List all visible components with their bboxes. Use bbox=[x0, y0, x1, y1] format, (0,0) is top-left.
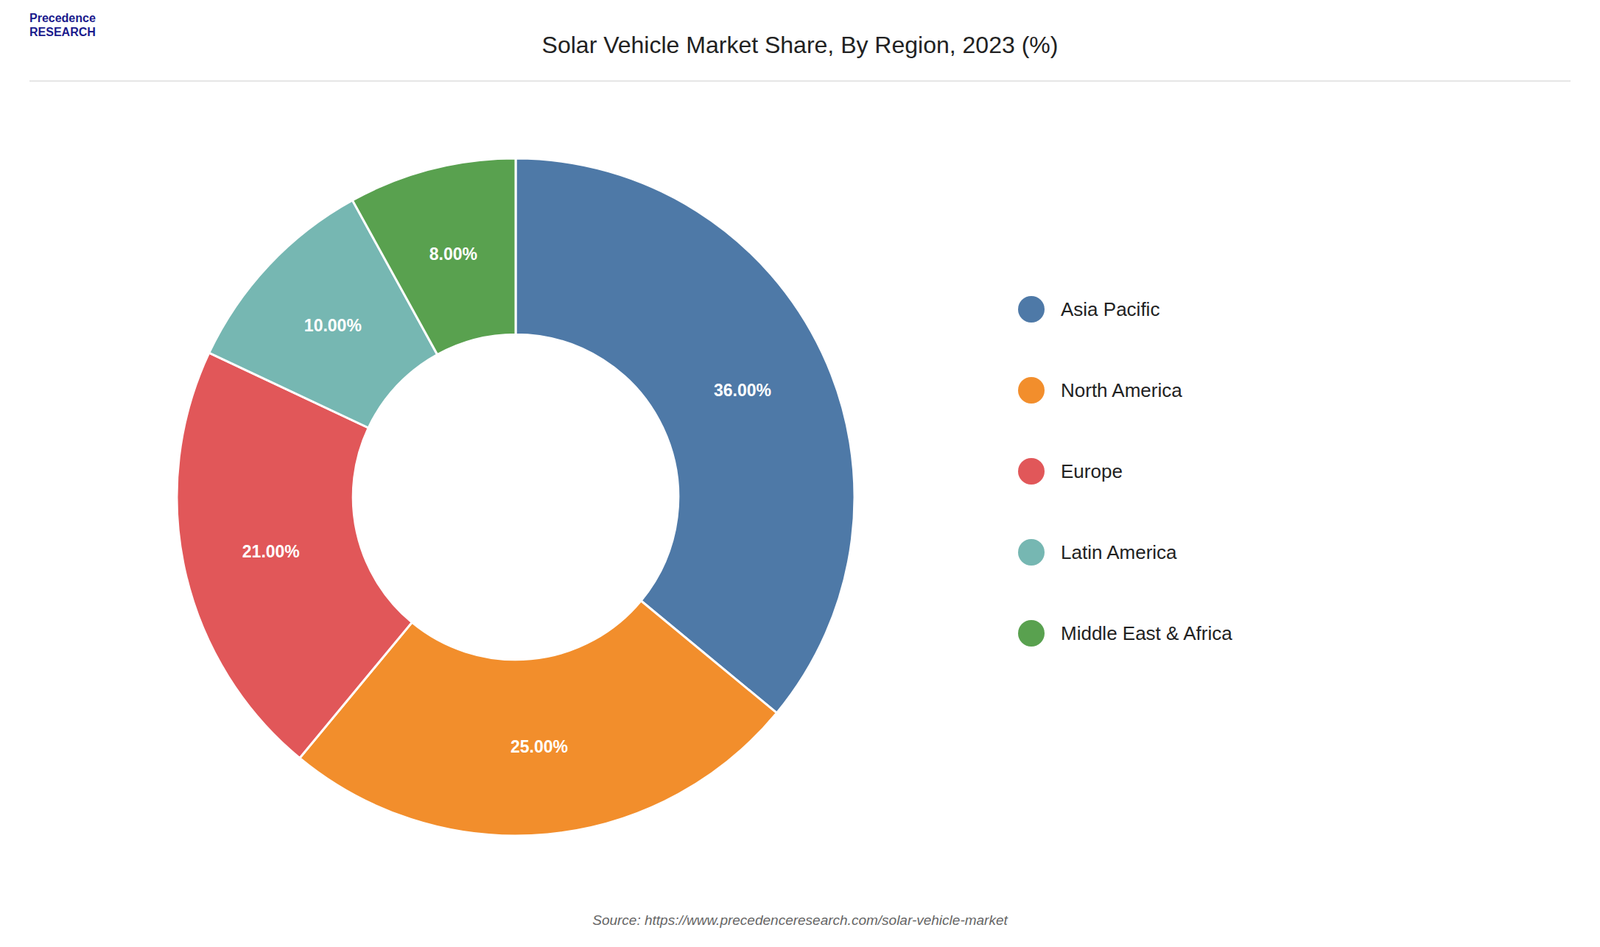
data-label: 21.00% bbox=[242, 542, 300, 562]
legend-item: North America bbox=[1018, 377, 1183, 404]
logo-line: Precedence bbox=[29, 11, 96, 25]
pie: 36.00% 25.00% 21.00% 10.00% 8.00% bbox=[176, 158, 855, 837]
data-label: 36.00% bbox=[713, 380, 772, 400]
legend-item: Europe bbox=[1018, 458, 1123, 485]
legend-label: North America bbox=[1060, 379, 1183, 402]
slice bbox=[515, 158, 855, 714]
title: Solar Vehicle Market Share, By Region, 2… bbox=[542, 31, 1059, 59]
legend-item: Middle East & Africa bbox=[1018, 620, 1233, 647]
data-label: 8.00% bbox=[429, 244, 478, 264]
legend-label: Middle East & Africa bbox=[1060, 622, 1233, 645]
legend: Asia Pacific North America Europe Latin Ame… bbox=[1018, 296, 1233, 647]
slices bbox=[176, 158, 855, 837]
legend-label: Europe bbox=[1060, 460, 1123, 483]
chart: Solar Vehicle Market Share, By Region, 2… bbox=[0, 0, 1600, 947]
data-labels: 36.00% 25.00% 21.00% 10.00% 8.00% bbox=[242, 244, 772, 757]
legend-label: Asia Pacific bbox=[1060, 298, 1160, 321]
legend-item: Asia Pacific bbox=[1018, 296, 1160, 323]
legend-swatch bbox=[1018, 539, 1045, 566]
data-label: 10.00% bbox=[304, 316, 362, 336]
legend-swatch bbox=[1018, 296, 1045, 323]
legend-swatch bbox=[1018, 620, 1045, 647]
source-note: Source: https://www.precedenceresearch.c… bbox=[592, 912, 1008, 929]
legend-item: Latin America bbox=[1018, 539, 1178, 566]
legend-swatch bbox=[1018, 458, 1045, 485]
legend-label: Latin America bbox=[1060, 541, 1178, 564]
logo-text: PrecedenceRESEARCH bbox=[29, 11, 96, 39]
slice bbox=[352, 158, 516, 356]
title-rule bbox=[29, 81, 1571, 82]
data-label: 25.00% bbox=[510, 737, 568, 757]
logo-line: RESEARCH bbox=[29, 25, 96, 39]
legend-swatch bbox=[1018, 377, 1045, 404]
